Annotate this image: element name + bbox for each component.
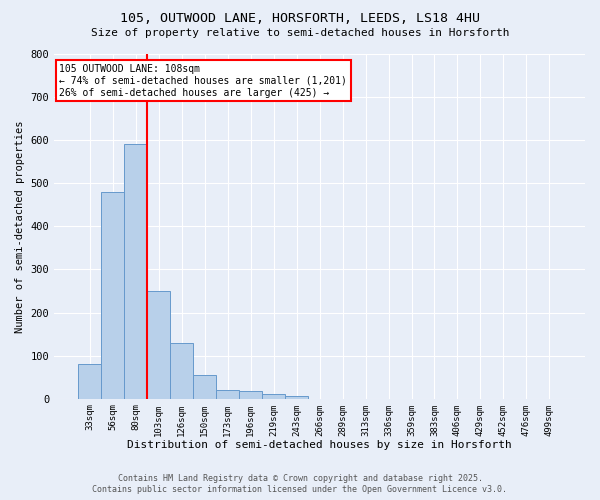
- Bar: [78, 364, 101, 398]
- Bar: [147, 291, 170, 399]
- Text: 105 OUTWOOD LANE: 108sqm
← 74% of semi-detached houses are smaller (1,201)
26% o: 105 OUTWOOD LANE: 108sqm ← 74% of semi-d…: [59, 64, 347, 98]
- X-axis label: Distribution of semi-detached houses by size in Horsforth: Distribution of semi-detached houses by …: [127, 440, 512, 450]
- Y-axis label: Number of semi-detached properties: Number of semi-detached properties: [15, 120, 25, 332]
- Bar: [216, 390, 239, 398]
- Text: Contains HM Land Registry data © Crown copyright and database right 2025.
Contai: Contains HM Land Registry data © Crown c…: [92, 474, 508, 494]
- Text: Size of property relative to semi-detached houses in Horsforth: Size of property relative to semi-detach…: [91, 28, 509, 38]
- Bar: [101, 192, 124, 398]
- Bar: [285, 396, 308, 398]
- Bar: [239, 391, 262, 398]
- Bar: [170, 342, 193, 398]
- Bar: [193, 375, 216, 398]
- Bar: [262, 394, 285, 398]
- Bar: [124, 144, 147, 398]
- Text: 105, OUTWOOD LANE, HORSFORTH, LEEDS, LS18 4HU: 105, OUTWOOD LANE, HORSFORTH, LEEDS, LS1…: [120, 12, 480, 26]
